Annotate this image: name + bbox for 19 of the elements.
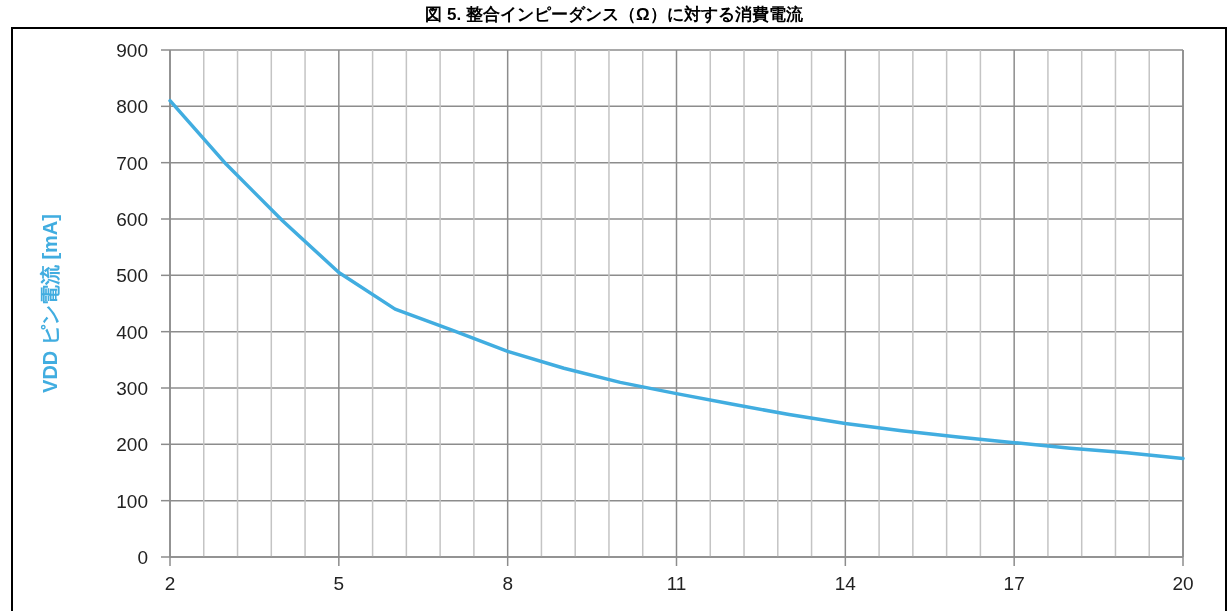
y-tick-label: 700 bbox=[116, 152, 148, 174]
y-tick-label: 100 bbox=[116, 490, 148, 512]
y-tick-label: 800 bbox=[116, 96, 148, 118]
x-tick-label: 5 bbox=[333, 573, 345, 594]
y-axis-title: VDD ピン電流 [mA] bbox=[39, 214, 61, 393]
chart-title: 図 5. 整合インピーダンス（Ω）に対する消費電流 bbox=[425, 5, 804, 24]
y-tick-label: 0 bbox=[137, 547, 148, 568]
x-tick-label: 14 bbox=[834, 573, 857, 594]
x-tick-label: 8 bbox=[502, 573, 513, 594]
y-tick-label: 900 bbox=[116, 40, 148, 61]
y-tick-label: 600 bbox=[116, 209, 148, 230]
y-tick-label: 500 bbox=[116, 265, 148, 287]
x-tick-label: 11 bbox=[666, 573, 687, 594]
y-tick-label: 300 bbox=[116, 378, 148, 399]
x-tick-label: 2 bbox=[164, 573, 176, 594]
x-tick-label: 20 bbox=[1172, 573, 1194, 594]
x-tick-label: 17 bbox=[1003, 573, 1025, 594]
y-tick-label: 200 bbox=[116, 434, 148, 456]
y-tick-label: 400 bbox=[116, 321, 148, 343]
